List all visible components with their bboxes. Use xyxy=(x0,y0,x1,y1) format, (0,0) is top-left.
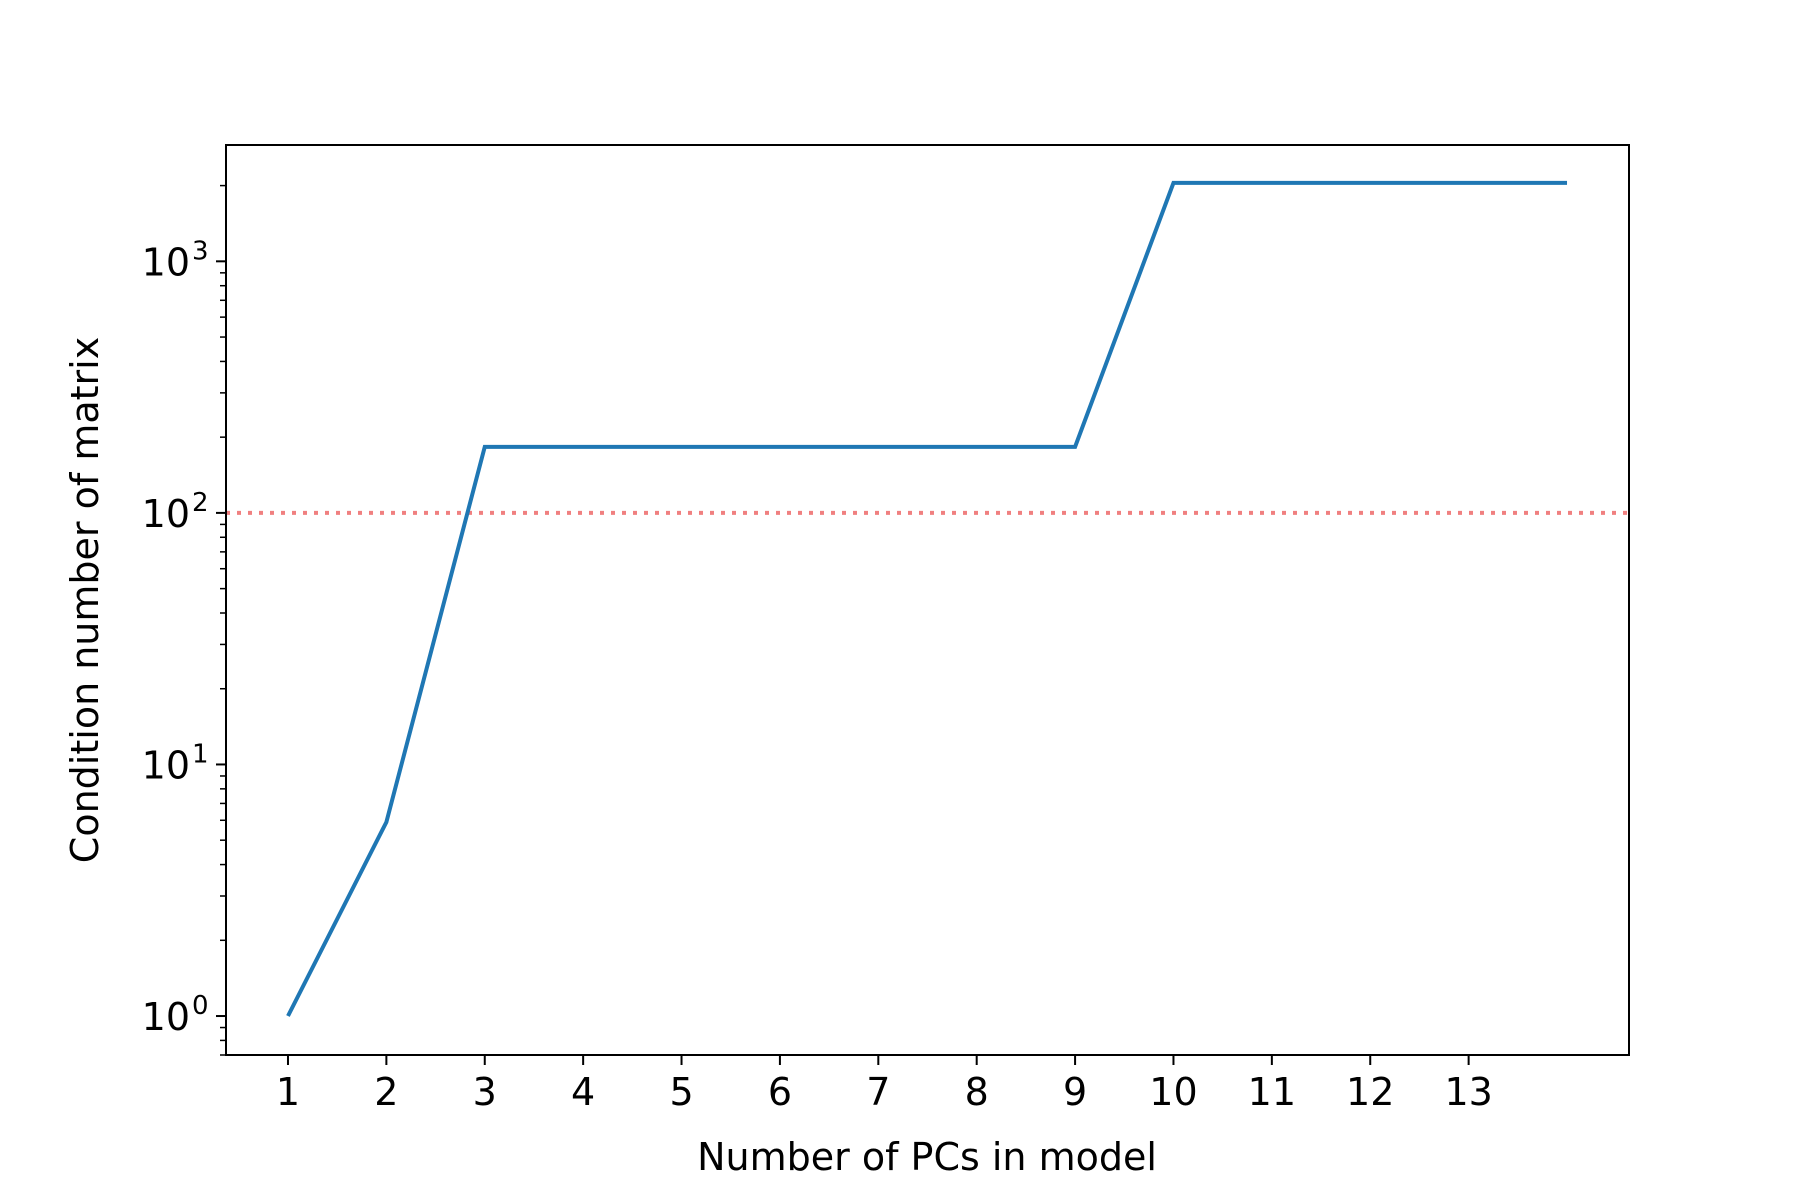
y-tick-label: 10 xyxy=(142,492,190,536)
x-tick-label: 2 xyxy=(374,1070,398,1114)
x-tick-label: 5 xyxy=(669,1070,693,1114)
axes-frame xyxy=(225,144,1630,1056)
x-tick-label: 6 xyxy=(768,1070,792,1114)
y-tick-label: 10 xyxy=(142,743,190,787)
x-tick-label: 7 xyxy=(866,1070,890,1114)
x-tick-label: 10 xyxy=(1149,1070,1197,1114)
x-axis: 1 2 3 4 5 6 7 8 9 10 11 12 13 xyxy=(276,1055,1493,1114)
x-tick-label: 9 xyxy=(1063,1070,1087,1114)
y-tick-label-exponent: 1 xyxy=(192,739,209,769)
plot-area xyxy=(226,180,1629,1017)
y-tick-label-exponent: 2 xyxy=(192,488,209,518)
x-tick-label: 11 xyxy=(1248,1070,1296,1114)
x-tick-label: 12 xyxy=(1346,1070,1394,1114)
y-tick-label-exponent: 0 xyxy=(192,991,209,1021)
y-tick-label: 10 xyxy=(142,240,190,284)
y-tick-label-exponent: 3 xyxy=(192,236,209,266)
x-axis-label: Number of PCs in model xyxy=(697,1135,1157,1179)
y-axis-label: Condition number of matrix xyxy=(63,337,107,863)
y-tick-label: 10 xyxy=(142,995,190,1039)
x-tick-label: 4 xyxy=(571,1070,595,1114)
x-tick-label: 8 xyxy=(965,1070,989,1114)
x-tick-label: 3 xyxy=(473,1070,497,1114)
x-tick-label: 1 xyxy=(276,1070,300,1114)
series-line-1 xyxy=(286,180,1568,1017)
x-tick-label: 13 xyxy=(1444,1070,1492,1114)
